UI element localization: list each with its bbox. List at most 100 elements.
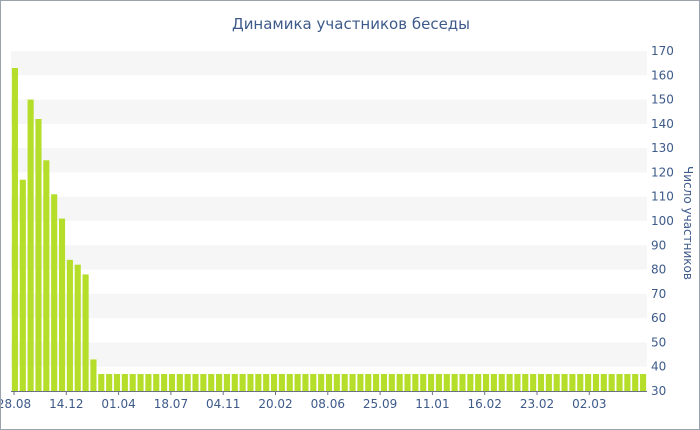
bar[interactable] [600, 374, 607, 391]
x-tick-label: 20.02 [258, 397, 292, 411]
bar[interactable] [270, 374, 278, 391]
bar[interactable] [514, 374, 521, 391]
bar[interactable] [506, 374, 513, 391]
bar[interactable] [74, 264, 81, 391]
bar[interactable] [192, 374, 199, 391]
bar[interactable] [145, 374, 152, 391]
bar[interactable] [137, 374, 144, 391]
bar[interactable] [404, 374, 411, 391]
bar[interactable] [561, 374, 568, 391]
bar[interactable] [522, 374, 529, 391]
bar[interactable] [294, 374, 301, 391]
x-tick-label: 11.01 [415, 397, 449, 411]
bar[interactable] [428, 374, 435, 391]
bar[interactable] [302, 374, 309, 391]
bar[interactable] [278, 374, 285, 391]
bar[interactable] [545, 374, 552, 391]
bar[interactable] [530, 374, 537, 391]
bar[interactable] [231, 374, 238, 391]
bar[interactable] [608, 374, 615, 391]
bar[interactable] [58, 218, 66, 391]
chart-title: Динамика участников беседы [232, 15, 470, 33]
bar[interactable] [216, 374, 223, 391]
bar[interactable] [490, 374, 497, 391]
bar[interactable] [19, 179, 26, 391]
bar[interactable] [624, 374, 631, 391]
bar[interactable] [286, 374, 293, 391]
bar[interactable] [482, 374, 490, 391]
bar[interactable] [66, 259, 73, 391]
bar[interactable] [168, 374, 176, 391]
bar[interactable] [200, 374, 207, 391]
bar[interactable] [208, 374, 215, 391]
x-axis-ticks: 28.08 14.12 01.04 18.07 04.11 20.02 08.06 25.09… [1, 391, 606, 411]
y-tick-label: 120 [651, 165, 674, 179]
bar[interactable] [585, 374, 592, 391]
x-tick-label: 14.12 [49, 397, 83, 411]
bar[interactable] [153, 374, 160, 391]
plot-background-bands [11, 51, 647, 391]
bar[interactable] [498, 374, 505, 391]
bar[interactable] [357, 374, 364, 391]
bar[interactable] [420, 374, 427, 391]
y-tick-label: 80 [651, 263, 666, 277]
bar[interactable] [239, 374, 246, 391]
bar[interactable] [341, 374, 348, 391]
bar[interactable] [90, 359, 97, 391]
x-tick-label: 28.08 [1, 397, 31, 411]
y-tick-label: 150 [651, 93, 674, 107]
bar[interactable] [577, 374, 584, 391]
bar[interactable] [451, 374, 458, 391]
bar[interactable] [592, 374, 600, 391]
bar[interactable] [443, 374, 450, 391]
bar[interactable] [459, 374, 466, 391]
bar[interactable] [318, 374, 325, 391]
bar[interactable] [161, 374, 168, 391]
bar[interactable] [380, 374, 388, 391]
bar[interactable] [640, 374, 647, 391]
bar[interactable] [537, 374, 545, 391]
y-tick-label: 170 [651, 44, 674, 58]
bar[interactable] [247, 374, 254, 391]
bar[interactable] [396, 374, 403, 391]
bar[interactable] [98, 374, 105, 391]
bar[interactable] [632, 374, 639, 391]
bar[interactable] [121, 374, 128, 391]
bar[interactable] [184, 374, 191, 391]
bar[interactable] [435, 374, 442, 391]
plot-band [11, 342, 647, 367]
plot-band [11, 245, 647, 270]
bar[interactable] [82, 274, 89, 391]
bar[interactable] [263, 374, 270, 391]
bar[interactable] [325, 374, 333, 391]
bar[interactable] [51, 194, 58, 391]
bar[interactable] [553, 374, 560, 391]
bar[interactable] [43, 160, 50, 391]
bar[interactable] [310, 374, 317, 391]
bar[interactable] [106, 374, 113, 391]
plot-band [11, 318, 647, 343]
bar[interactable] [365, 374, 372, 391]
bar[interactable] [27, 99, 34, 391]
bar[interactable] [223, 374, 230, 391]
bar[interactable] [412, 374, 419, 391]
bar[interactable] [388, 374, 395, 391]
bar[interactable] [113, 374, 121, 391]
bar[interactable] [569, 374, 576, 391]
bar[interactable] [349, 374, 356, 391]
bar[interactable] [255, 374, 262, 391]
bar[interactable] [11, 68, 18, 391]
bar[interactable] [129, 374, 136, 391]
bar[interactable] [616, 374, 623, 391]
y-tick-label: 140 [651, 117, 674, 131]
bar[interactable] [373, 374, 380, 391]
bar[interactable] [176, 374, 183, 391]
bar[interactable] [475, 374, 482, 391]
bar[interactable] [333, 374, 340, 391]
x-tick-label: 08.06 [311, 397, 345, 411]
bar[interactable] [35, 119, 42, 391]
y-tick-label: 100 [651, 214, 674, 228]
plot-band [11, 123, 647, 149]
bar[interactable] [467, 374, 474, 391]
